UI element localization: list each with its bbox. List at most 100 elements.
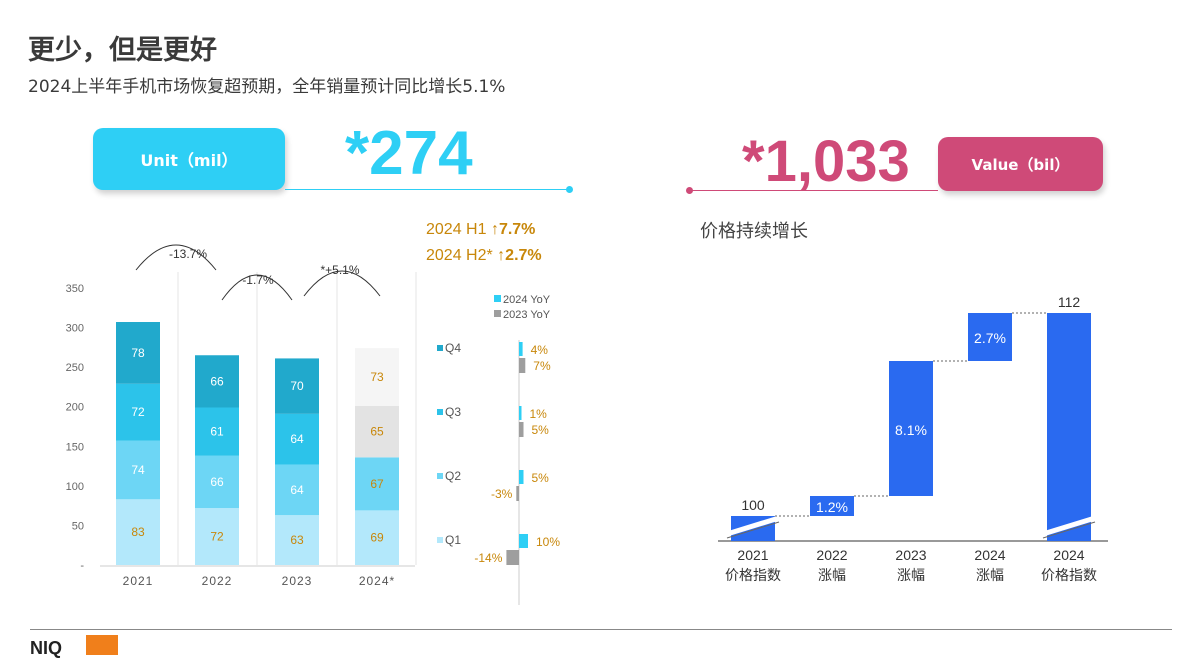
waterfall-bar [1047,313,1091,541]
yoy-bar-2023 [519,422,524,437]
bar-value-label: 72 [131,405,145,419]
waterfall-category-label: 价格指数 [725,567,781,583]
yoy-bar-2023 [506,550,519,565]
waterfall-category-label: 涨幅 [818,567,846,583]
y-tick-label: 100 [66,481,84,493]
growth-annotation: -1.7% [242,273,274,287]
page-subtitle: 2024上半年手机市场恢复超预期，全年销量预计同比增长5.1% [28,77,506,97]
yoy-label-2024: 5% [532,471,550,485]
stacked-bar-segment [116,499,160,565]
axis-break-line [726,521,780,539]
legend-label-2024: 2024 YoY [503,294,551,306]
waterfall-bar [810,496,854,516]
growth-arc [135,244,217,271]
waterfall-category-label: 涨幅 [897,567,925,583]
axis-break-line [1042,521,1096,539]
axis-break-mark [1042,515,1096,537]
stacked-bar-segment [355,348,399,406]
waterfall-category-year: 2022 [816,547,847,563]
stacked-bar-segment [195,508,239,565]
stacked-bar-segment [275,413,319,465]
bar-value-label: 67 [370,477,384,491]
waterfall-value-label: 112 [1058,294,1081,310]
stacked-bar-segment [195,355,239,408]
legend-swatch-2024 [494,295,501,302]
stacked-bar-segment [275,464,319,516]
bar-value-label: 65 [370,425,384,439]
waterfall-bar [889,361,933,496]
bar-value-label: 64 [290,483,304,497]
waterfall-category-label: 涨幅 [976,567,1004,583]
growth-arc [303,270,381,297]
yoy-label-2023: -3% [491,487,513,501]
bar-value-label: 69 [370,531,384,545]
yoy-bar-2024 [519,406,522,420]
quarter-label: Q4 [445,341,461,355]
yoy-label-2023: 5% [532,423,550,437]
waterfall-category-year: 2024 [974,547,1005,563]
y-tick-label: - [80,560,84,572]
y-tick-label: 350 [66,283,84,295]
growth-arc [221,274,293,301]
unit-dot [566,186,573,193]
y-tick-label: 200 [66,402,84,414]
quarter-label: Q1 [445,533,461,547]
quarter-label: Q2 [445,469,461,483]
value-dot [686,187,693,194]
waterfall-value-label: 1.2% [816,499,848,515]
growth-annotation: -13.7% [169,247,207,261]
yoy-bar-2024 [519,342,523,356]
footer-logo-mark [86,635,118,655]
x-tick-label: 2023 [282,574,313,588]
waterfall-category-year: 2021 [737,547,768,563]
bar-value-label: 70 [290,379,304,393]
bar-value-label: 64 [290,432,304,446]
stacked-bar-segment [275,358,319,414]
stacked-bar-segment [116,322,160,384]
legend-swatch-2023 [494,310,501,317]
value-label-badge: Value（bil） [938,137,1103,191]
waterfall-category-year: 2023 [895,547,926,563]
unit-underline [285,189,570,190]
x-tick-label: 2021 [123,574,154,588]
value-underline [690,190,938,191]
stacked-bar-segment [116,383,160,441]
bar-value-label: 61 [210,425,224,439]
yoy-label-2023: -14% [474,551,502,565]
bar-value-label: 72 [210,530,224,544]
waterfall-value-label: 2.7% [974,330,1006,346]
stacked-bar-segment [275,515,319,565]
page-title: 更少，但是更好 [28,35,217,66]
stacked-bar-segment [355,510,399,565]
axis-break-mark [726,515,780,537]
h2-growth-label: 2024 H2* ↑2.7% [426,247,542,264]
x-tick-label: 2022 [202,574,233,588]
stacked-bar-segment [355,405,399,458]
y-tick-label: 300 [66,323,84,335]
quarter-legend-swatch [437,345,443,351]
waterfall-category-year: 2024 [1053,547,1084,563]
y-tick-label: 150 [66,441,84,453]
bar-value-label: 78 [131,346,145,360]
quarter-legend-swatch [437,537,443,543]
price-chart-title: 价格持续增长 [700,221,808,242]
bar-value-label: 83 [131,525,145,539]
yoy-label-2024: 10% [536,535,560,549]
stacked-bar-segment [195,407,239,456]
quarter-label: Q3 [445,405,461,419]
h1-growth-label: 2024 H1 ↑7.7% [426,221,536,238]
growth-annotation: *+5.1% [320,263,359,277]
waterfall-value-label: 8.1% [895,422,927,438]
stacked-bar-segment [355,457,399,511]
waterfall-value-label: 100 [741,497,765,513]
footer-divider [30,629,1172,630]
yoy-label-2024: 4% [531,343,549,357]
bar-value-label: 63 [290,533,304,547]
y-tick-label: 250 [66,362,84,374]
stacked-bar-segment [195,455,239,509]
unit-label-badge: Unit（mil） [93,128,285,190]
quarter-legend-swatch [437,409,443,415]
quarter-legend-swatch [437,473,443,479]
waterfall-bar [968,313,1012,361]
